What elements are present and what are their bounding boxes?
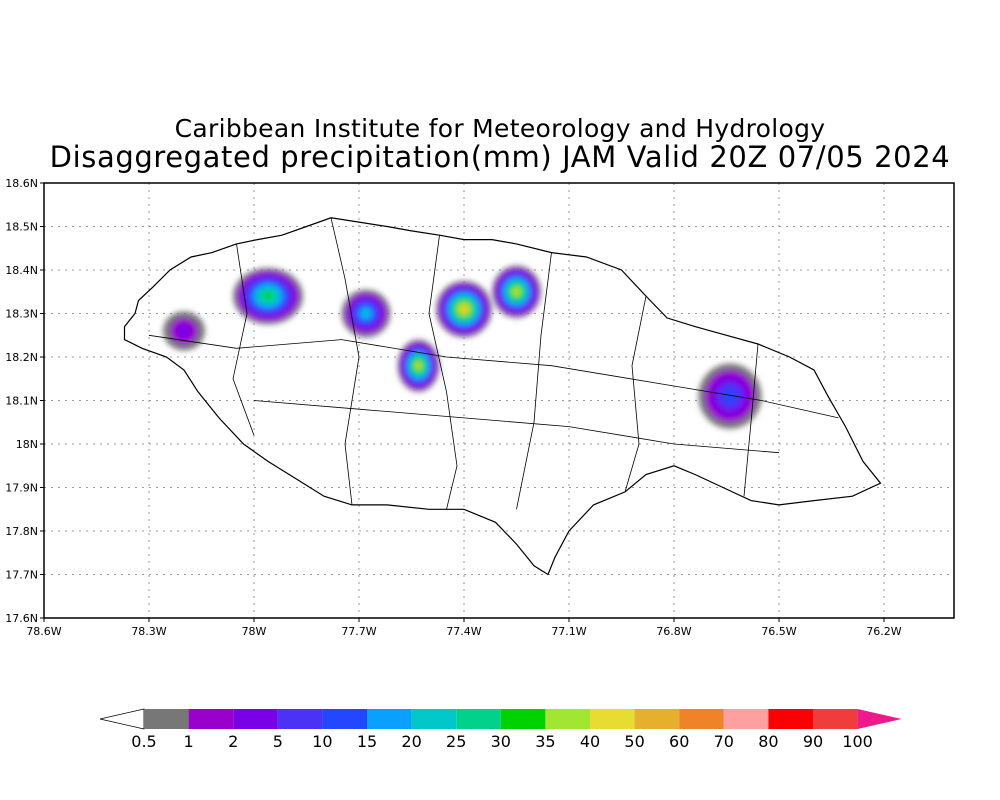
colorbar-swatch	[813, 709, 858, 729]
parish-boundary	[253, 400, 780, 454]
parish-boundary	[516, 252, 552, 510]
rain-cell	[341, 289, 391, 338]
rain-cell	[492, 265, 541, 318]
colorbar-label: 90	[803, 732, 823, 751]
lon-tick-label: 77.4W	[446, 625, 481, 638]
map-grid	[44, 183, 954, 618]
parish-boundary	[743, 343, 759, 497]
island-outline	[123, 217, 882, 576]
rain-cell	[698, 363, 762, 429]
colorbar: 0.5 1 2 5 10 15 20 25 30 35 40 50 60 70 80 90 100	[99, 708, 902, 751]
rain-ring	[177, 324, 191, 338]
colorbar-label: 30	[491, 732, 511, 751]
colorbar-label: 35	[535, 732, 555, 751]
colorbar-label: 1	[184, 732, 194, 751]
colorbar-label: 2	[228, 732, 238, 751]
colorbar-label: 70	[714, 732, 734, 751]
colorbar-swatch	[144, 709, 189, 729]
lat-tick-label: 17.7N	[5, 569, 38, 582]
colorbar-label: 15	[357, 732, 377, 751]
colorbar-swatch	[500, 709, 546, 729]
colorbar-label: 25	[446, 732, 466, 751]
lat-tick-label: 17.8N	[5, 525, 38, 538]
colorbar-swatch	[634, 709, 680, 729]
colorbar-label: 100	[842, 732, 873, 751]
lat-tick-label: 18.2N	[5, 351, 38, 364]
lat-tick-label: 18.5N	[5, 221, 38, 234]
rain-ring	[723, 389, 737, 403]
colorbar-swatch	[233, 709, 278, 729]
colorbar-label: 40	[580, 732, 600, 751]
rain-cell	[436, 280, 492, 338]
chart-subtitle: Disaggregated precipitation(mm) JAM Vali…	[49, 140, 951, 174]
lat-tick-label: 18N	[16, 438, 38, 451]
parish-boundary	[232, 243, 255, 436]
rain-cell	[233, 267, 303, 325]
colorbar-min-arrow	[99, 708, 145, 730]
colorbar-max-arrow	[857, 709, 902, 729]
colorbar-swatch	[723, 709, 769, 729]
rain-cell	[163, 311, 205, 351]
lon-tick-label: 78.6W	[26, 625, 61, 638]
lon-tick-label: 77.7W	[341, 625, 376, 638]
colorbar-label: 50	[624, 732, 644, 751]
colorbar-swatch	[367, 709, 412, 729]
colorbar-swatch	[188, 709, 234, 729]
colorbar-swatch	[590, 709, 635, 729]
rain-ring	[416, 363, 421, 369]
rain-cell	[397, 339, 440, 392]
lon-tick-label: 78W	[242, 625, 267, 638]
colorbar-swatch	[411, 709, 457, 729]
lat-tick-label: 18.4N	[5, 264, 38, 277]
rain-field	[163, 265, 762, 429]
parish-boundary	[148, 334, 839, 419]
parish-boundary	[330, 217, 360, 505]
colorbar-label: 5	[273, 732, 283, 751]
axis-ticks: 18.6N 18.5N 18.4N 18.3N 18.2N 18.1N 18N 17.9N 17…	[5, 177, 902, 638]
colorbar-label: 0.5	[131, 732, 156, 751]
colorbar-label: 10	[312, 732, 332, 751]
colorbar-label: 80	[758, 732, 778, 751]
lat-tick-label: 18.3N	[5, 308, 38, 321]
colorbar-label: 20	[401, 732, 421, 751]
colorbar-swatch	[456, 709, 501, 729]
lat-tick-label: 18.6N	[5, 177, 38, 190]
rain-ring	[264, 292, 272, 300]
colorbar-swatch	[679, 709, 724, 729]
lon-tick-label: 78.3W	[131, 625, 166, 638]
lat-tick-label: 18.1N	[5, 395, 38, 408]
lat-tick-label: 17.6N	[5, 612, 38, 625]
colorbar-swatch	[322, 709, 367, 729]
lon-tick-label: 76.8W	[656, 625, 691, 638]
rain-ring	[461, 306, 467, 312]
lat-tick-label: 17.9N	[5, 482, 38, 495]
colorbar-swatch	[545, 709, 590, 729]
lon-tick-label: 76.5W	[761, 625, 796, 638]
chart-title: Caribbean Institute for Meteorology and …	[174, 114, 826, 143]
lon-tick-label: 77.1W	[551, 625, 586, 638]
colorbar-label: 60	[669, 732, 689, 751]
lon-tick-label: 76.2W	[866, 625, 901, 638]
rain-ring	[362, 310, 370, 317]
parish-boundary	[624, 296, 647, 493]
coastline	[123, 217, 882, 576]
rain-ring	[514, 289, 519, 295]
parish-boundary	[428, 235, 458, 510]
colorbar-swatch	[277, 709, 323, 729]
colorbar-swatch	[768, 709, 813, 729]
